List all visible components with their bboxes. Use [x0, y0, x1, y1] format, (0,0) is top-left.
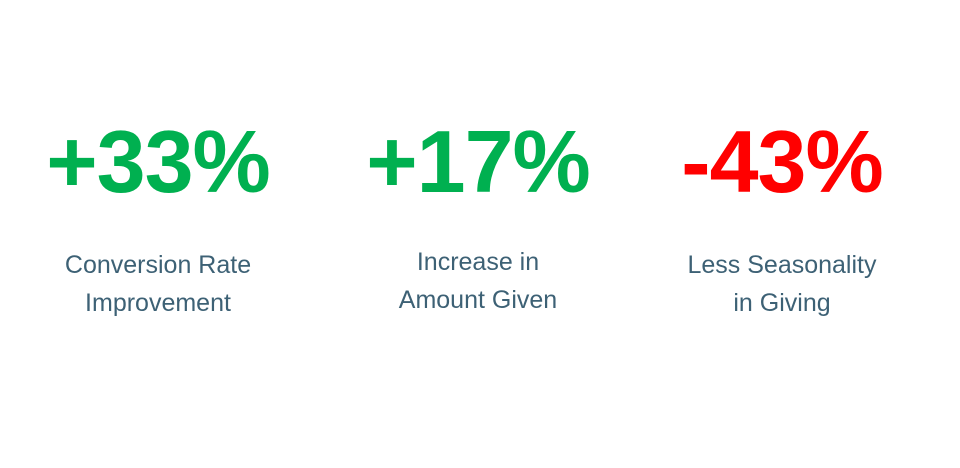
- stat: +17% Increase in Amount Given: [328, 112, 628, 319]
- label-line: Amount Given: [398, 286, 558, 314]
- stat: +33% Conversion Rate Improvement: [8, 112, 308, 322]
- label-line: Less Seasonality: [687, 251, 877, 279]
- stat-label: Increase in Amount Given: [328, 243, 628, 319]
- label-line: Increase in: [416, 248, 540, 276]
- label-line: Conversion Rate: [64, 251, 252, 279]
- stat-value: -43%: [681, 112, 883, 211]
- stat-value: +17%: [366, 112, 591, 211]
- stat-value: +33%: [46, 112, 271, 211]
- stat: -43% Less Seasonality in Giving: [632, 112, 932, 322]
- stat-label: Less Seasonality in Giving: [632, 246, 932, 322]
- label-line: in Giving: [733, 289, 831, 317]
- label-line: Improvement: [85, 289, 231, 317]
- stat-label: Conversion Rate Improvement: [8, 246, 308, 322]
